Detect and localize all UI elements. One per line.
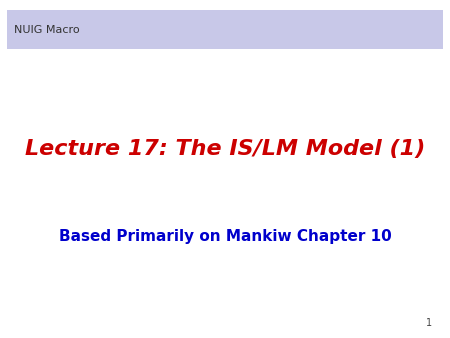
Text: 1: 1: [426, 318, 432, 328]
Text: Lecture 17: The IS/LM Model (1): Lecture 17: The IS/LM Model (1): [25, 139, 425, 159]
Text: Based Primarily on Mankiw Chapter 10: Based Primarily on Mankiw Chapter 10: [58, 229, 392, 244]
Bar: [7, 10, 443, 49]
Text: NUIG Macro: NUIG Macro: [14, 25, 79, 34]
